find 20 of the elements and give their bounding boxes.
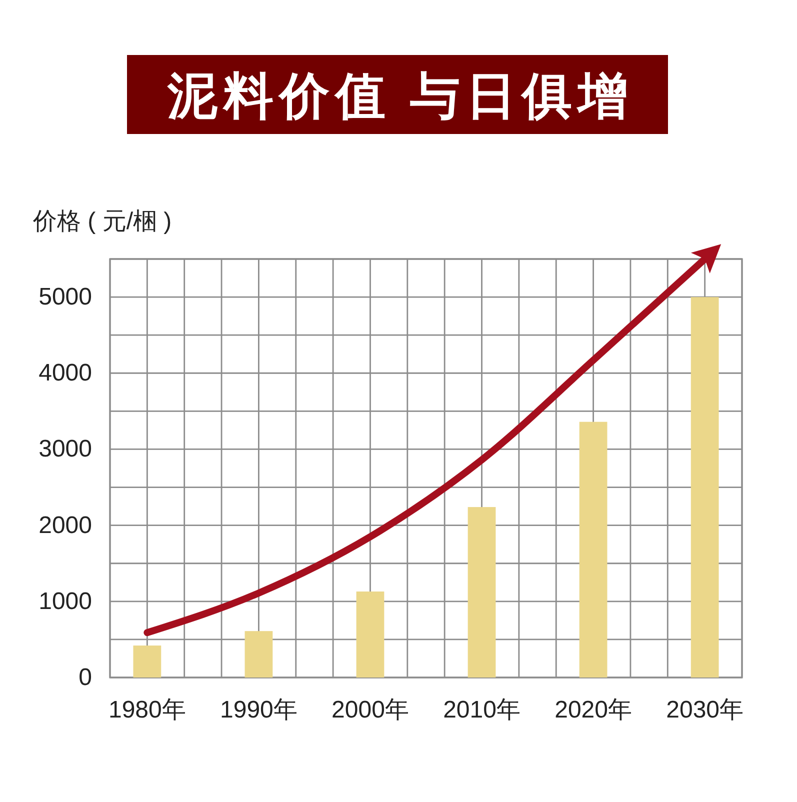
y-tick-label: 3000 [38,436,92,463]
bar [356,592,384,678]
x-tick-label: 1980年 [108,696,186,724]
y-tick-label: 2000 [38,512,92,539]
x-tick-label: 2030年 [666,696,744,724]
y-tick-label: 0 [78,664,92,691]
x-tick-label: 2020年 [554,696,632,724]
bar [579,422,608,678]
x-tick-label: 1990年 [220,696,298,724]
x-tick-label: 2010年 [443,696,520,724]
y-tick-label: 5000 [38,284,92,311]
y-tick-label: 1000 [38,588,92,615]
x-tick-label: 2000年 [332,696,409,724]
y-axis-title: 价格 ( 元/梱 ) [32,208,172,235]
bar [244,631,273,678]
bar [133,646,162,678]
bar [468,507,496,678]
y-tick-label: 4000 [38,360,92,387]
bar [690,297,719,678]
chart-title: 泥料价值 与日俱增 [166,68,634,124]
